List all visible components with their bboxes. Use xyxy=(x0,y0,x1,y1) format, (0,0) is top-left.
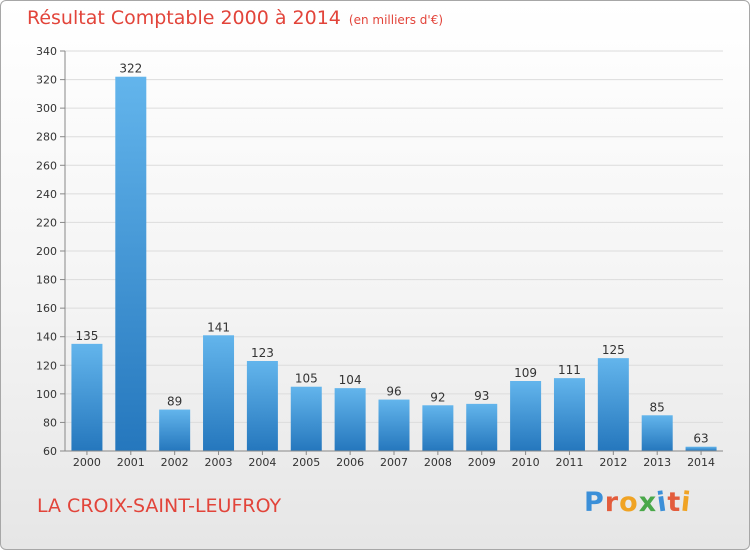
bar-2005 xyxy=(290,386,322,451)
y-tick-label: 100 xyxy=(36,388,57,401)
x-tick-label: 2011 xyxy=(555,456,583,469)
bar-2000 xyxy=(71,343,103,451)
x-tick-label: 2012 xyxy=(599,456,627,469)
bar-2012 xyxy=(597,358,629,451)
y-tick-label: 280 xyxy=(36,131,57,144)
data-label: 322 xyxy=(119,62,142,76)
data-label: 125 xyxy=(602,343,625,357)
bar-2010 xyxy=(510,381,542,451)
y-tick-label: 200 xyxy=(36,245,57,258)
x-tick-label: 2007 xyxy=(380,456,408,469)
y-tick-label: 120 xyxy=(36,359,57,372)
y-tick-label: 60 xyxy=(43,445,57,458)
x-tick-label: 2002 xyxy=(161,456,189,469)
chart-title: Résultat Comptable 2000 à 2014 (en millie… xyxy=(27,7,443,29)
data-label: 85 xyxy=(650,400,665,414)
x-tick-label: 2006 xyxy=(336,456,364,469)
bar-2007 xyxy=(378,399,410,451)
data-label: 109 xyxy=(514,366,537,380)
y-tick-label: 160 xyxy=(36,302,57,315)
bar-2004 xyxy=(246,361,278,451)
proxiti-logo: Proxiti xyxy=(584,486,694,519)
chart-title-text: Résultat Comptable 2000 à 2014 xyxy=(27,7,341,29)
logo-letter: P xyxy=(584,487,605,518)
data-label: 92 xyxy=(430,390,445,404)
data-label: 111 xyxy=(558,363,581,377)
x-tick-label: 2001 xyxy=(117,456,145,469)
y-tick-label: 80 xyxy=(43,416,57,429)
data-label: 135 xyxy=(75,329,98,343)
y-tick-label: 260 xyxy=(36,159,57,172)
logo-letter: t xyxy=(667,487,682,518)
bar-2006 xyxy=(334,388,366,451)
x-tick-label: 2003 xyxy=(205,456,233,469)
x-tick-label: 2009 xyxy=(468,456,496,469)
x-tick-label: 2008 xyxy=(424,456,452,469)
y-tick-label: 220 xyxy=(36,216,57,229)
y-tick-label: 140 xyxy=(36,331,57,344)
commune-name: LA CROIX-SAINT-LEUFROY xyxy=(37,495,282,517)
y-axis: 60 80 100 120 140 160 180 200 220 240 260 280 300 320… xyxy=(36,45,66,458)
logo-letter: r xyxy=(604,487,620,518)
y-tick-label: 340 xyxy=(36,45,57,58)
data-label: 96 xyxy=(386,385,401,399)
logo-letter: x xyxy=(638,487,658,518)
data-label: 123 xyxy=(251,346,274,360)
data-label: 63 xyxy=(693,432,708,446)
data-label: 93 xyxy=(474,389,489,403)
bar-2009 xyxy=(466,403,498,451)
data-label: 105 xyxy=(295,372,318,386)
y-tick-label: 180 xyxy=(36,274,57,287)
y-tick-label: 240 xyxy=(36,188,57,201)
data-label: 141 xyxy=(207,320,230,334)
y-tick-label: 320 xyxy=(36,74,57,87)
x-tick-label: 2005 xyxy=(292,456,320,469)
bar-2003 xyxy=(203,335,235,451)
bar-2002 xyxy=(159,409,191,451)
x-tick-label: 2000 xyxy=(73,456,101,469)
chart-unit: (en milliers d'€) xyxy=(348,13,444,27)
data-label: 104 xyxy=(339,373,362,387)
bar-2008 xyxy=(422,405,454,451)
x-tick-label: 2004 xyxy=(248,456,276,469)
bar-2011 xyxy=(553,378,585,451)
logo-letter: o xyxy=(619,487,639,518)
bar-2014 xyxy=(685,446,717,451)
data-labels: 135 322 89 141 123 105 104 96 92 93 109 111 125 85 63 xyxy=(75,62,708,446)
logo-letter: i xyxy=(679,486,694,519)
y-tick-label: 300 xyxy=(36,102,57,115)
data-label: 89 xyxy=(167,395,182,409)
x-tick-label: 2010 xyxy=(512,456,540,469)
bars xyxy=(71,76,717,451)
x-tick-label: 2014 xyxy=(687,456,715,469)
bar-2001 xyxy=(115,76,147,451)
x-axis: 2000 2001 2002 2003 2004 2005 2006 2007 2008 2009… xyxy=(65,450,723,469)
bar-2013 xyxy=(641,415,673,451)
x-tick-label: 2013 xyxy=(643,456,671,469)
